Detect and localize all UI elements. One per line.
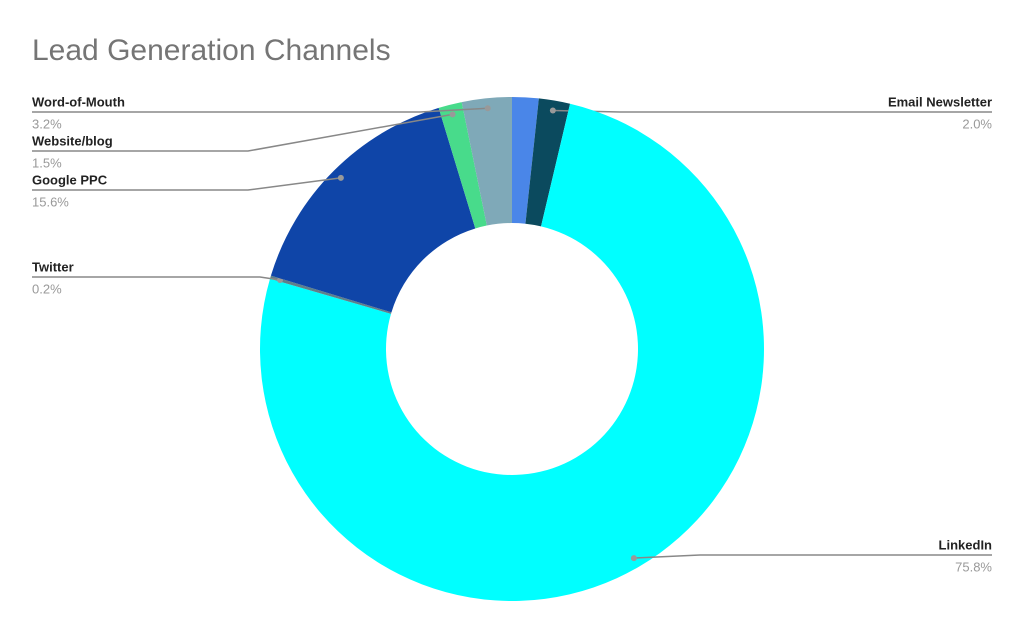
leader-line — [552, 109, 992, 113]
donut-slice — [438, 102, 487, 229]
donut-slice — [260, 103, 764, 601]
data-label: 1.5% — [32, 155, 62, 170]
legend-label: Website/blog — [32, 133, 113, 148]
donut-slice — [270, 275, 392, 314]
legend-label: Google PPC — [32, 172, 108, 187]
legend-label: Email Newsletter — [888, 94, 992, 109]
data-label: 2.0% — [962, 116, 992, 131]
leader-dot — [630, 555, 637, 562]
legend-label: LinkedIn — [939, 537, 993, 552]
data-label: 15.6% — [32, 194, 69, 209]
leader-line — [32, 177, 341, 191]
legend-label: Word-of-Mouth — [32, 94, 125, 109]
leader-line — [633, 554, 992, 559]
leader-dot — [337, 174, 344, 181]
data-label: 0.2% — [32, 281, 62, 296]
leader-dot — [484, 105, 491, 112]
data-label: 3.2% — [32, 116, 62, 131]
leader-line — [32, 113, 453, 152]
data-label: 75.8% — [955, 559, 992, 574]
chart-title: Lead Generation Channels — [32, 34, 391, 67]
leader-line — [32, 107, 488, 113]
leader-dot — [449, 111, 456, 118]
donut-slice — [525, 98, 571, 227]
donut-slice — [270, 107, 476, 313]
donut-slice — [512, 97, 539, 224]
leader-dot — [549, 107, 556, 114]
leader-line — [32, 276, 281, 281]
donut-slice — [461, 97, 512, 226]
legend-label: Twitter — [32, 259, 74, 274]
